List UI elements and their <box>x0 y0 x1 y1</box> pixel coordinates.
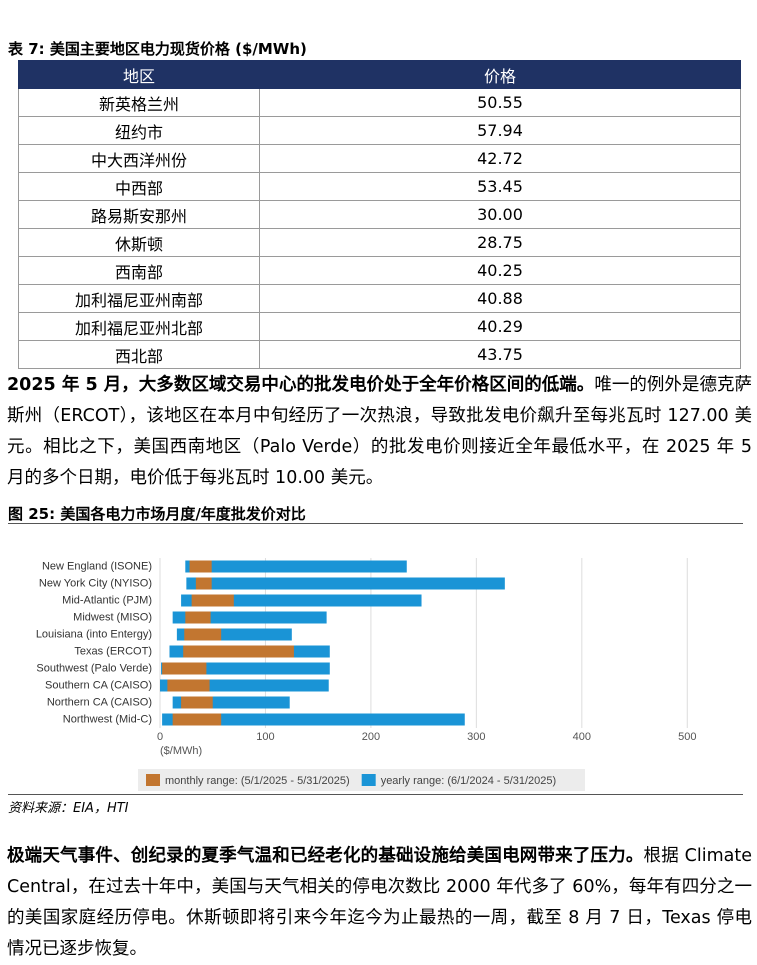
table-row: 中西部 53.45 <box>18 172 741 201</box>
table-cell: 57.94 <box>259 116 741 145</box>
table-cell: 28.75 <box>259 228 741 257</box>
chart: ($/MWh) 0 100 200 300 400 500 New England (ISO… <box>36 558 696 791</box>
range-bar <box>186 577 505 590</box>
range-bar <box>162 713 465 726</box>
table-header: 地区 价格 <box>18 60 741 89</box>
legend-label: yearly range: (6/1/2024 - 5/31/2025) <box>381 775 557 787</box>
y-tick-label: Texas (ERCOT) <box>74 645 152 657</box>
table-row: 加利福尼亚州南部 40.88 <box>18 284 741 313</box>
price-table: 地区 价格 新英格兰州 50.55 纽约市 57.94 中大西洋州份 42.72 中西部 53.… <box>18 60 741 369</box>
y-tick-label: Southern CA (CAISO) <box>45 679 152 691</box>
table-cell: 西北部 <box>18 340 260 369</box>
column-header: 地区 <box>18 60 260 89</box>
figure-title: 图 25: 美国各电力市场月度/年度批发价对比 <box>8 505 306 523</box>
body-text: 唯一的例外是德克萨斯州（ERCOT），该地区在本月中旬经历了一次热浪，导致批发电… <box>7 375 752 488</box>
table-cell: 路易斯安那州 <box>18 200 260 229</box>
paragraph: 极端天气事件、创纪录的夏季气温和已经老化的基础设施给美国电网带来了压力。根据 C… <box>7 841 752 965</box>
table-cell: 新英格兰州 <box>18 88 260 117</box>
range-bar <box>185 611 211 624</box>
y-tick-label: New York City (NYISO) <box>39 577 152 589</box>
table-cell: 40.29 <box>259 312 741 341</box>
paragraph: 2025 年 5 月，大多数区域交易中心的批发电价处于全年价格区间的低端。唯一的… <box>7 370 752 494</box>
x-tick-label: 100 <box>256 731 274 743</box>
x-axis-label: ($/MWh) <box>160 745 202 757</box>
table-row: 新英格兰州 50.55 <box>18 88 741 117</box>
y-tick-label: Louisiana (into Entergy) <box>36 628 152 640</box>
table-cell: 53.45 <box>259 172 741 201</box>
bold-text: 2025 年 5 月，大多数区域交易中心的批发电价处于全年价格区间的低端。 <box>7 375 595 395</box>
range-bar <box>172 611 327 624</box>
x-tick-label: 400 <box>573 731 591 743</box>
table-cell: 50.55 <box>259 88 741 117</box>
table-row: 加利福尼亚州北部 40.29 <box>18 312 741 341</box>
table-row: 路易斯安那州 30.00 <box>18 200 741 229</box>
table-cell: 30.00 <box>259 200 741 229</box>
bold-text: 极端天气事件、创纪录的夏季气温和已经老化的基础设施给美国电网带来了压力。 <box>7 846 644 866</box>
range-bar <box>181 594 422 607</box>
table-cell: 加利福尼亚州北部 <box>18 312 260 341</box>
legend-swatch <box>361 774 376 786</box>
table-row: 西北部 43.75 <box>18 340 741 369</box>
table-row: 纽约市 57.94 <box>18 116 741 145</box>
table-cell: 42.72 <box>259 144 741 173</box>
x-tick-label: 0 <box>157 731 163 743</box>
table-cell: 40.25 <box>259 256 741 285</box>
x-tick-label: 200 <box>362 731 380 743</box>
y-tick-label: Midwest (MISO) <box>73 611 152 623</box>
table-row: 中大西洋州份 42.72 <box>18 144 741 173</box>
range-bar <box>162 662 207 675</box>
y-tick-label: Southwest (Palo Verde) <box>36 662 152 674</box>
legend-box <box>138 769 585 791</box>
legend-label: monthly range: (5/1/2025 - 5/31/2025) <box>165 775 350 787</box>
table-cell: 纽约市 <box>18 116 260 145</box>
y-tick-label: Northwest (Mid-C) <box>63 713 152 725</box>
table-row: 休斯顿 28.75 <box>18 228 741 257</box>
table-cell: 加利福尼亚州南部 <box>18 284 260 313</box>
range-bar <box>189 560 212 573</box>
x-tick-label: 300 <box>467 731 485 743</box>
rule <box>8 523 743 524</box>
table-title: 表 7: 美国主要地区电力现货价格 ($/MWh) <box>8 40 307 58</box>
range-bar <box>185 560 407 573</box>
range-bar <box>184 628 222 641</box>
body-text: 根据 Climate Central，在过去十年中，美国与天气相关的停电次数比 … <box>7 846 752 959</box>
table-cell: 休斯顿 <box>18 228 260 257</box>
range-bar <box>183 645 294 658</box>
column-header: 价格 <box>259 60 741 89</box>
y-tick-label: Mid-Atlantic (PJM) <box>62 594 152 606</box>
rule <box>8 794 743 795</box>
source: 资料来源：EIA，HTI <box>8 801 129 816</box>
range-bar <box>181 696 213 709</box>
y-tick-label: New England (ISONE) <box>42 560 152 572</box>
table-cell: 40.88 <box>259 284 741 313</box>
table-cell: 中大西洋州份 <box>18 144 260 173</box>
x-tick-label: 500 <box>678 731 696 743</box>
y-tick-label: Northern CA (CAISO) <box>47 696 152 708</box>
range-bar <box>167 679 210 692</box>
table-cell: 中西部 <box>18 172 260 201</box>
range-bar <box>172 713 222 726</box>
table-cell: 43.75 <box>259 340 741 369</box>
table-row: 西南部 40.25 <box>18 256 741 285</box>
range-bar <box>195 577 212 590</box>
table-cell: 西南部 <box>18 256 260 285</box>
legend-swatch <box>146 774 160 786</box>
range-bar <box>191 594 234 607</box>
